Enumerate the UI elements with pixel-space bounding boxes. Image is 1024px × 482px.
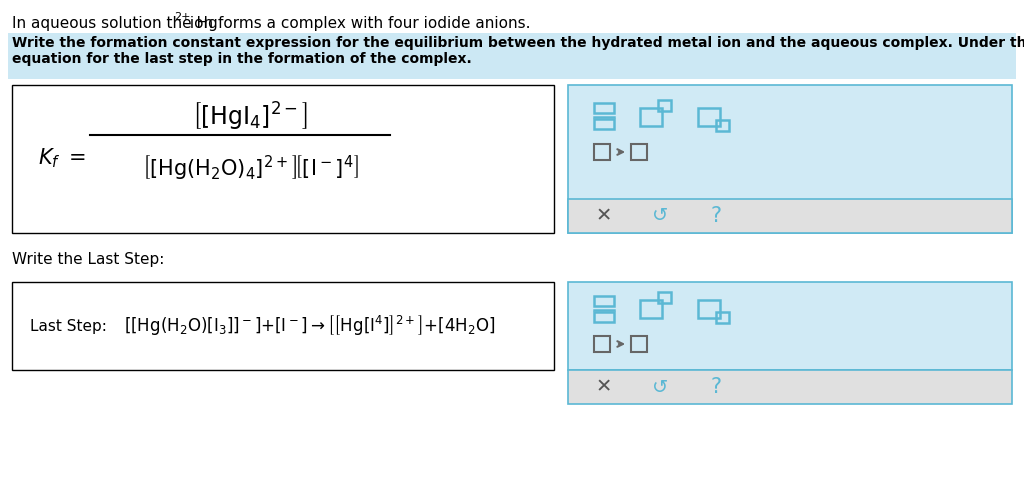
Bar — [631, 144, 647, 160]
Bar — [716, 312, 729, 323]
Bar — [631, 336, 647, 352]
Bar — [594, 312, 614, 322]
Bar — [568, 85, 1012, 233]
Bar — [568, 370, 1012, 404]
Bar — [594, 336, 610, 352]
Text: Write the Last Step:: Write the Last Step: — [12, 252, 165, 267]
Bar — [594, 103, 614, 113]
Text: ↺: ↺ — [652, 206, 669, 226]
Text: ✕: ✕ — [596, 377, 612, 397]
Text: $\left[\left[\mathrm{HgI_4}\right]^{2-}\right]$: $\left[\left[\mathrm{HgI_4}\right]^{2-}\… — [191, 101, 308, 133]
Bar — [12, 282, 554, 370]
Text: equation for the last step in the formation of the complex.: equation for the last step in the format… — [12, 52, 472, 66]
Text: ?: ? — [710, 206, 721, 226]
Text: $\left[\left[\mathrm{Hg(H_2O)[I_3]}\right]^-\right]$$+\left[\mathrm{I}^-\right]\: $\left[\left[\mathrm{Hg(H_2O)[I_3]}\righ… — [124, 314, 496, 338]
Bar — [12, 85, 554, 233]
Text: ✕: ✕ — [596, 206, 612, 226]
Text: ↺: ↺ — [652, 377, 669, 397]
Bar — [716, 120, 729, 131]
Bar — [640, 108, 662, 126]
Text: Write the formation constant expression for the equilibrium between the hydrated: Write the formation constant expression … — [12, 36, 1024, 50]
Bar — [698, 300, 720, 318]
Text: 2+: 2+ — [174, 12, 190, 22]
Text: In aqueous solution the Hg: In aqueous solution the Hg — [12, 16, 218, 31]
Text: $\left[\left[\mathrm{Hg(H_2O)_4}\right]^{2+}\right]\!\left[\left[\mathrm{I}^-\ri: $\left[\left[\mathrm{Hg(H_2O)_4}\right]^… — [141, 154, 358, 182]
Bar — [568, 282, 1012, 370]
Bar — [698, 108, 720, 126]
Text: ion forms a complex with four iodide anions.: ion forms a complex with four iodide ani… — [185, 16, 530, 31]
Bar — [594, 144, 610, 160]
Bar — [594, 296, 614, 306]
Bar — [658, 292, 671, 303]
Text: ?: ? — [710, 377, 721, 397]
Text: Last Step:: Last Step: — [30, 319, 106, 334]
Text: $K_f\ =$: $K_f\ =$ — [38, 146, 86, 170]
Bar — [640, 300, 662, 318]
Bar — [658, 100, 671, 111]
Bar — [8, 33, 1016, 79]
Bar — [568, 199, 1012, 233]
Bar — [594, 119, 614, 129]
